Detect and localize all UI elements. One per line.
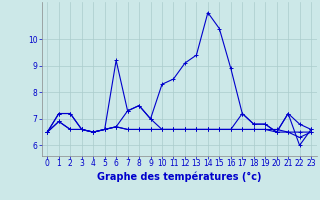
- X-axis label: Graphe des températures (°c): Graphe des températures (°c): [97, 171, 261, 182]
